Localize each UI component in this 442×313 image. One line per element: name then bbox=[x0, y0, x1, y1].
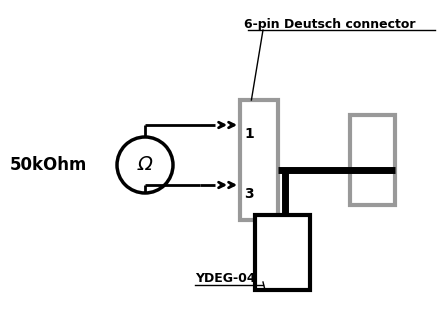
Text: 1: 1 bbox=[244, 127, 254, 141]
Text: Ω: Ω bbox=[137, 156, 152, 175]
Text: 3: 3 bbox=[244, 187, 254, 201]
Bar bbox=[350, 115, 395, 205]
Text: YDEG-04: YDEG-04 bbox=[195, 272, 255, 285]
Text: 50kOhm: 50kOhm bbox=[10, 156, 88, 174]
Bar bbox=[255, 215, 310, 290]
Bar bbox=[240, 100, 278, 220]
Text: 6-pin Deutsch connector: 6-pin Deutsch connector bbox=[244, 18, 416, 31]
